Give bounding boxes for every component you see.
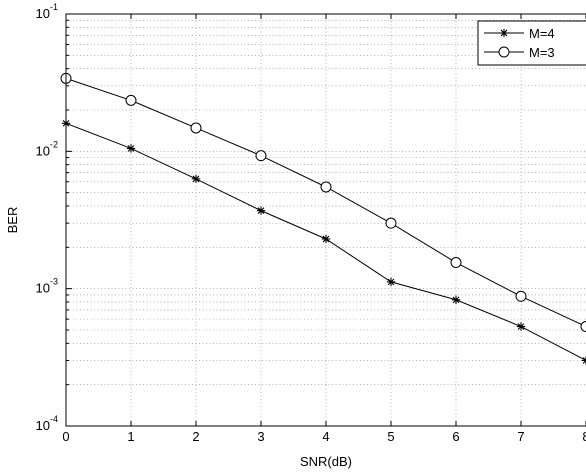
x-axis-label: SNR(dB) <box>300 454 352 469</box>
y-tick-exponent: -3 <box>50 277 58 287</box>
data-point <box>385 217 397 229</box>
data-point <box>386 277 396 287</box>
y-tick-label: 10 -1 <box>36 2 58 21</box>
series-M=3 <box>60 72 586 333</box>
axes-frame <box>65 13 586 427</box>
x-tick-label: 7 <box>517 429 524 444</box>
y-tick-base: 10 <box>36 281 50 296</box>
y-tick-exponent: -4 <box>50 414 58 424</box>
y-tick-label: 10 -4 <box>36 414 58 433</box>
data-point <box>581 356 586 365</box>
x-tick-label: 2 <box>192 429 199 444</box>
data-point <box>125 94 137 106</box>
legend-marker <box>499 28 509 38</box>
legend-marker <box>498 46 510 58</box>
data-point <box>191 174 201 184</box>
data-point <box>515 290 527 302</box>
data-point <box>190 122 202 134</box>
data-point <box>516 322 526 331</box>
y-tick-label: 10 -2 <box>36 139 58 158</box>
legend-box <box>477 20 586 66</box>
y-tick-exponent: -1 <box>50 2 58 12</box>
legend: M=4M=3 <box>477 20 586 66</box>
y-tick-label: 10 -3 <box>36 277 58 296</box>
y-tick-base: 10 <box>36 418 50 433</box>
data-point <box>320 181 332 193</box>
x-tick-label: 5 <box>387 429 394 444</box>
y-tick-exponent: -2 <box>50 139 58 149</box>
legend-entry: M=4 <box>484 26 555 41</box>
x-tick-label: 6 <box>452 429 459 444</box>
tick-labels: 01234567810-110-210-310-4 <box>36 2 586 444</box>
y-axis-label: BER <box>5 207 20 234</box>
data-point <box>255 150 267 162</box>
x-tick-label: 8 <box>582 429 586 444</box>
data-point <box>580 321 586 333</box>
plot-frame <box>65 13 586 427</box>
legend-label: M=3 <box>529 45 555 60</box>
x-tick-label: 4 <box>322 429 329 444</box>
data-point <box>321 234 331 244</box>
x-tick-label: 1 <box>127 429 134 444</box>
legend-entry: M=3 <box>484 45 555 60</box>
x-tick-label: 0 <box>62 429 69 444</box>
data-point <box>126 144 136 153</box>
x-tick-label: 3 <box>257 429 264 444</box>
data-point <box>256 206 266 215</box>
y-tick-base: 10 <box>36 143 50 158</box>
series-layer <box>60 72 586 365</box>
y-tick-base: 10 <box>36 6 50 21</box>
legend-label: M=4 <box>529 26 555 41</box>
data-point <box>451 295 461 304</box>
grid <box>66 14 586 426</box>
data-point <box>450 257 462 269</box>
